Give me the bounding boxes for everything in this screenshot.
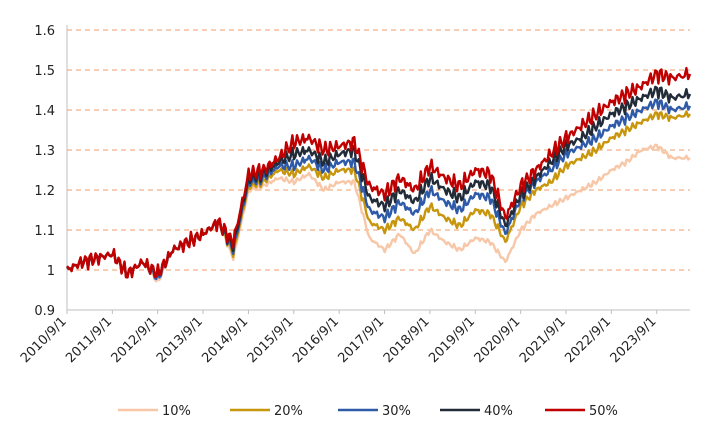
x-tick-label: 2011/9/1 — [63, 314, 115, 366]
y-tick-label: 1.4 — [34, 104, 55, 119]
y-axis-ticks: 0.9 1 1.1 1.2 1.3 1.4 1.5 1.6 — [34, 24, 55, 319]
grid-lines — [67, 29, 690, 271]
legend-label: 10% — [162, 404, 191, 419]
x-tick-label: 2012/9/1 — [109, 314, 161, 366]
x-tick-label: 2015/9/1 — [245, 314, 297, 366]
x-tick-label: 2010/9/1 — [18, 314, 70, 366]
x-tick-label: 2021/9/1 — [517, 314, 569, 366]
x-tick-label: 2023/9/1 — [608, 314, 660, 366]
x-tick-label: 2017/9/1 — [335, 314, 387, 366]
y-tick-label: 0.9 — [34, 304, 55, 319]
x-tick-label: 2014/9/1 — [199, 314, 251, 366]
series-lines — [66, 66, 692, 283]
x-tick-label: 2022/9/1 — [562, 314, 614, 366]
x-tick-label: 2018/9/1 — [381, 314, 433, 366]
legend-label: 30% — [382, 404, 411, 419]
x-tick-label: 2019/9/1 — [426, 314, 478, 366]
y-tick-label: 1.5 — [34, 64, 55, 79]
y-tick-label: 1.3 — [34, 144, 55, 159]
series-line-50pct — [66, 66, 692, 279]
y-tick-label: 1.2 — [34, 184, 55, 199]
y-tick-label: 1.6 — [34, 24, 55, 39]
legend: 10% 20% 30% 40% 50% — [118, 404, 618, 419]
x-tick-label: 2020/9/1 — [472, 314, 524, 366]
x-axis-ticks: 2010/9/12011/9/12012/9/12013/9/12014/9/1… — [18, 310, 660, 366]
y-tick-label: 1 — [47, 264, 55, 279]
legend-label: 50% — [589, 404, 618, 419]
axes — [66, 25, 690, 311]
x-tick-label: 2016/9/1 — [290, 314, 342, 366]
legend-label: 20% — [274, 404, 303, 419]
y-tick-label: 1.1 — [34, 224, 55, 239]
legend-label: 40% — [484, 404, 513, 419]
x-tick-label: 2013/9/1 — [154, 314, 206, 366]
